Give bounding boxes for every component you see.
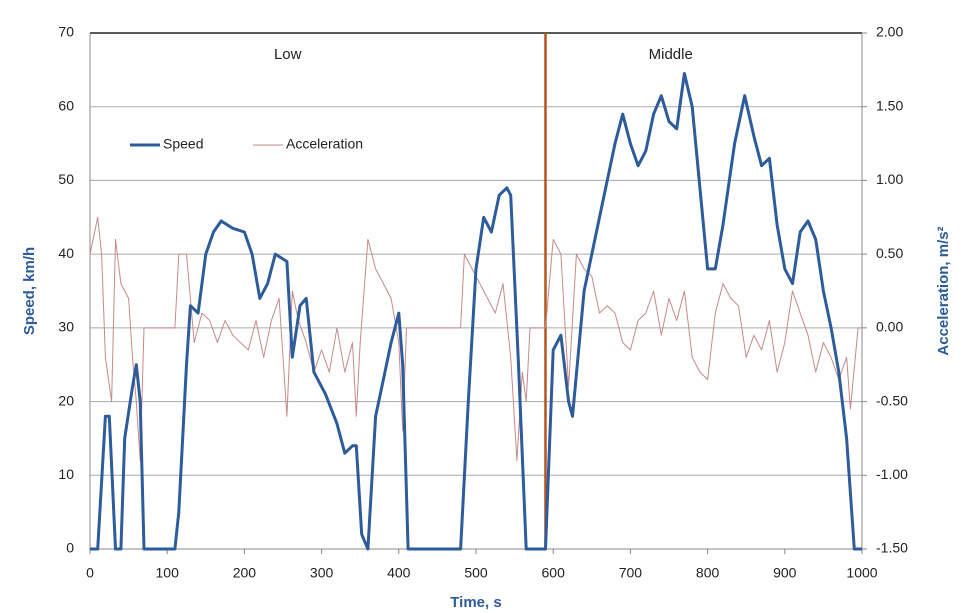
series-line: [90, 72, 862, 551]
x-tick-label: 100: [156, 565, 180, 581]
series-line: [89, 216, 862, 461]
y-tick-label: 20: [58, 392, 74, 408]
y-tick-label: 50: [58, 171, 74, 187]
y2-tick-label: 0.50: [876, 245, 903, 261]
x-tick-label: 500: [464, 565, 488, 581]
y2-tick-label: 0.00: [876, 319, 903, 335]
y-axis-title: Speed, km/h: [21, 247, 38, 335]
y2-tick-label: 1.00: [876, 171, 903, 187]
y2-tick-label: -1.50: [876, 540, 908, 556]
x-tick-label: 600: [542, 565, 566, 581]
y2-tick-label: -0.50: [876, 392, 908, 408]
x-tick-label: 800: [696, 565, 720, 581]
x-tick-label: 0: [86, 565, 94, 581]
legend-label: Speed: [163, 136, 203, 152]
annotation: Low: [274, 46, 302, 63]
y-tick-label: 30: [58, 319, 74, 335]
y-tick-label: 0: [66, 540, 74, 556]
legend-label: Acceleration: [286, 136, 363, 152]
x-tick-label: 900: [773, 565, 797, 581]
y2-tick-label: -1.00: [876, 466, 908, 482]
x-axis-title: Time, s: [450, 594, 501, 611]
x-tick-label: 400: [387, 565, 411, 581]
x-tick-label: 1000: [846, 565, 877, 581]
x-tick-label: 300: [310, 565, 334, 581]
x-tick-label: 700: [619, 565, 643, 581]
annotation: Middle: [649, 46, 693, 63]
y2-tick-label: 1.50: [876, 97, 903, 113]
y2-axis-title: Acceleration, m/s²: [935, 226, 952, 355]
y-tick-label: 60: [58, 97, 74, 113]
y-tick-label: 70: [58, 24, 74, 40]
y-tick-label: 40: [58, 245, 74, 261]
x-tick-label: 200: [233, 565, 257, 581]
y-tick-label: 10: [58, 466, 74, 482]
y2-tick-label: 2.00: [876, 24, 903, 40]
